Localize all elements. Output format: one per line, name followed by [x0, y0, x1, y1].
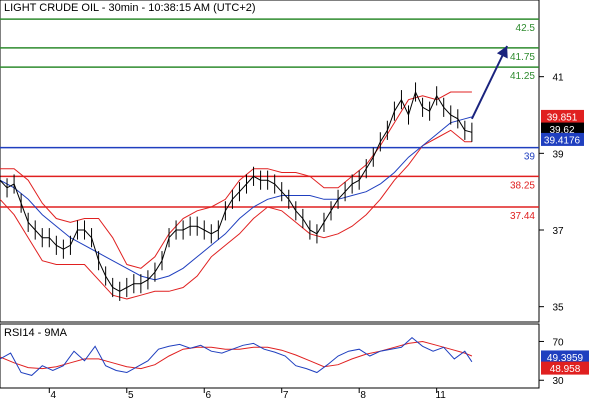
- price-tag: [541, 109, 584, 123]
- rsi-series: [0, 336, 473, 376]
- rsi-tick-label: 30: [552, 376, 564, 387]
- y-tick-label: 39: [552, 149, 564, 160]
- level-label: 41.25: [510, 71, 535, 82]
- forecast-arrow-shaft: [470, 45, 508, 120]
- rsi-title: RSI14 - 9MA: [4, 327, 68, 339]
- price-tag-label: 39.62: [549, 125, 574, 136]
- x-tick-label: 5: [128, 390, 134, 400]
- moving-average: [0, 116, 473, 281]
- x-tick-label: 7: [283, 390, 289, 400]
- chart-title: LIGHT CRUDE OIL - 30min - 10:38:15 AM (U…: [4, 2, 256, 14]
- moving-average-line: [0, 116, 473, 281]
- rsi-tick-label: 70: [552, 337, 564, 348]
- bollinger-bands: [0, 91, 472, 300]
- price-y-axis: 41 39 37 35: [539, 73, 564, 314]
- level-label: 42.5: [516, 23, 536, 34]
- price-tag: [541, 122, 584, 136]
- x-axis: 4 5 6 7 8 11: [48, 388, 446, 400]
- level-label: 38.25: [510, 180, 535, 191]
- y-tick-label: 41: [552, 73, 564, 84]
- rsi-line: [0, 336, 473, 376]
- rsi-tag-label: 49.3959: [547, 353, 584, 364]
- y-tick-label: 35: [552, 303, 564, 314]
- price-tag-label: 39.851: [547, 112, 578, 123]
- lower-band-line: [0, 129, 472, 300]
- rsi-panel-frame: [0, 323, 540, 389]
- price-tag-label: 39.4176: [544, 135, 581, 146]
- forecast-arrow-head: [496, 46, 508, 59]
- x-tick-label: 6: [205, 390, 211, 400]
- level-label: 39: [524, 152, 536, 163]
- y-tick-label: 37: [552, 226, 564, 237]
- level-label: 37.44: [510, 211, 535, 222]
- price-panel: LIGHT CRUDE OIL - 30min - 10:38:15 AM (U…: [0, 0, 584, 323]
- x-tick-label: 8: [360, 390, 366, 400]
- level-lines: 42.5 41.75 41.25 39 38.25 37.44: [0, 18, 539, 222]
- x-tick-label: 11: [435, 390, 446, 400]
- upper-band-line: [0, 91, 472, 269]
- rsi-ma-line: [0, 340, 473, 370]
- price-series: [0, 82, 473, 301]
- level-label: 41.75: [510, 52, 535, 63]
- x-tick-label: 4: [51, 390, 57, 400]
- rsi-y-axis: 70 30: [539, 337, 564, 387]
- rsi-tag: [541, 350, 589, 364]
- rsi-tag-label: 48.958: [550, 364, 581, 375]
- price-line: [0, 90, 473, 292]
- rsi-tag: [541, 361, 589, 375]
- rsi-ma-series: [0, 340, 473, 370]
- forecast-arrow: [470, 45, 508, 120]
- price-tag: [541, 132, 584, 146]
- price-panel-frame: [0, 0, 540, 323]
